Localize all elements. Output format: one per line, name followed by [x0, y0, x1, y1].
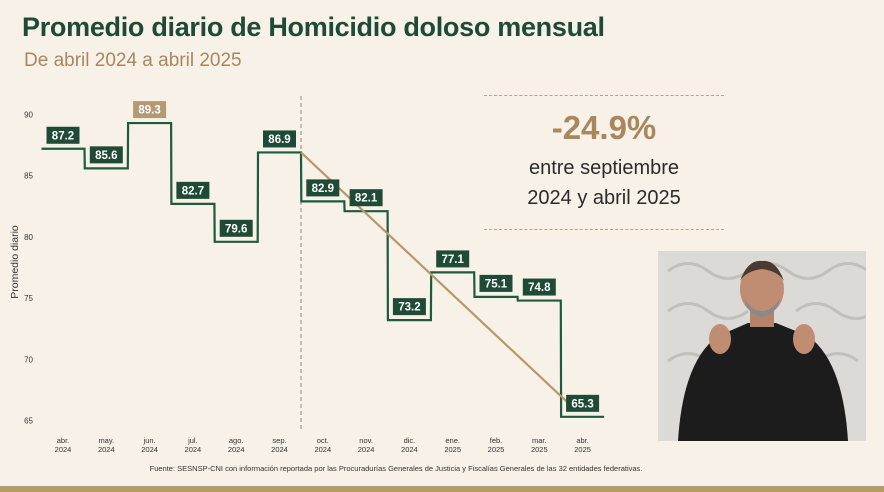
x-tick-label: 2024	[98, 445, 115, 454]
data-label-box	[219, 219, 253, 237]
data-label-box	[263, 130, 296, 148]
data-label-box	[133, 101, 167, 119]
data-label: 82.7	[182, 185, 204, 197]
trend-arrow-line	[300, 151, 578, 412]
data-label-box	[89, 146, 123, 164]
y-tick-label: 75	[24, 294, 33, 303]
data-label-box	[392, 298, 426, 316]
data-label: 65.3	[571, 398, 593, 410]
data-label: 89.3	[138, 105, 160, 117]
x-tick-label: dic.	[404, 436, 416, 445]
bottom-bar	[0, 486, 884, 492]
stat-line-2: 2024 y abril 2025	[527, 187, 681, 209]
x-tick-label: oct.	[317, 436, 329, 445]
x-tick-label: abr.	[576, 436, 589, 445]
x-tick-label: 2024	[185, 445, 202, 454]
stat-line-1: entre septiembre	[528, 157, 680, 179]
x-tick-label: 2024	[314, 445, 331, 454]
sign-language-interpreter-video	[658, 251, 866, 441]
interpreter-image	[658, 251, 866, 441]
data-label-box	[566, 394, 600, 412]
x-tick-label: 2025	[444, 445, 461, 454]
y-axis-label: Promedio diario	[9, 225, 21, 299]
stat-callout: -24.9% entre septiembre 2024 y abril 202…	[484, 95, 724, 231]
x-tick-label: ago.	[229, 436, 244, 445]
series-step-line	[41, 121, 605, 418]
chart-subtitle: De abril 2024 a abril 2025	[24, 50, 242, 71]
x-tick-label: 2024	[271, 445, 288, 454]
data-label-box	[306, 179, 340, 197]
data-label: 74.8	[528, 282, 551, 294]
data-label: 87.2	[52, 130, 74, 142]
data-label-box	[349, 189, 383, 207]
stat-bottom-divider	[484, 229, 724, 230]
data-label-box	[176, 181, 210, 199]
data-label: 82.1	[355, 193, 378, 205]
x-tick-label: nov.	[359, 436, 373, 445]
x-tick-label: may.	[98, 436, 114, 445]
x-tick-label: jul.	[187, 436, 198, 445]
source-note: Fuente: SESNSP-CNI con información repor…	[149, 464, 643, 473]
y-tick-label: 80	[24, 233, 33, 242]
x-tick-label: 2024	[55, 445, 72, 454]
data-label: 86.9	[268, 134, 290, 146]
data-label: 85.6	[95, 150, 117, 162]
y-tick-label: 70	[24, 355, 33, 364]
y-tick-label: 65	[24, 417, 33, 426]
data-label: 82.9	[312, 183, 334, 195]
x-tick-label: sep.	[272, 436, 286, 445]
stat-description: entre septiembre 2024 y abril 2025	[484, 153, 724, 213]
chart-title: Promedio diario de Homicidio doloso mens…	[22, 12, 605, 42]
x-tick-label: jun.	[143, 436, 156, 445]
stat-top-divider	[484, 95, 724, 96]
data-label-box	[479, 274, 513, 292]
x-tick-label: mar.	[532, 436, 547, 445]
x-tick-label: 2024	[401, 445, 418, 454]
stat-percent: -24.9%	[551, 109, 657, 146]
data-label: 79.6	[225, 223, 247, 235]
x-tick-label: ene.	[445, 436, 460, 445]
data-label: 77.1	[442, 254, 465, 266]
data-label: 73.2	[398, 302, 420, 314]
x-tick-label: 2024	[358, 445, 375, 454]
data-label: 75.1	[485, 278, 508, 290]
x-tick-label: 2024	[228, 445, 245, 454]
data-label-box	[522, 278, 556, 296]
y-tick-label: 90	[24, 111, 33, 120]
x-tick-label: abr.	[57, 436, 70, 445]
x-tick-label: 2025	[531, 445, 548, 454]
x-tick-label: 2024	[141, 445, 158, 454]
data-label-box	[436, 250, 470, 268]
x-tick-label: 2025	[488, 445, 505, 454]
y-tick-label: 85	[24, 172, 33, 181]
x-tick-label: feb.	[490, 436, 503, 445]
data-label-box	[46, 126, 80, 144]
x-tick-label: 2025	[574, 445, 591, 454]
